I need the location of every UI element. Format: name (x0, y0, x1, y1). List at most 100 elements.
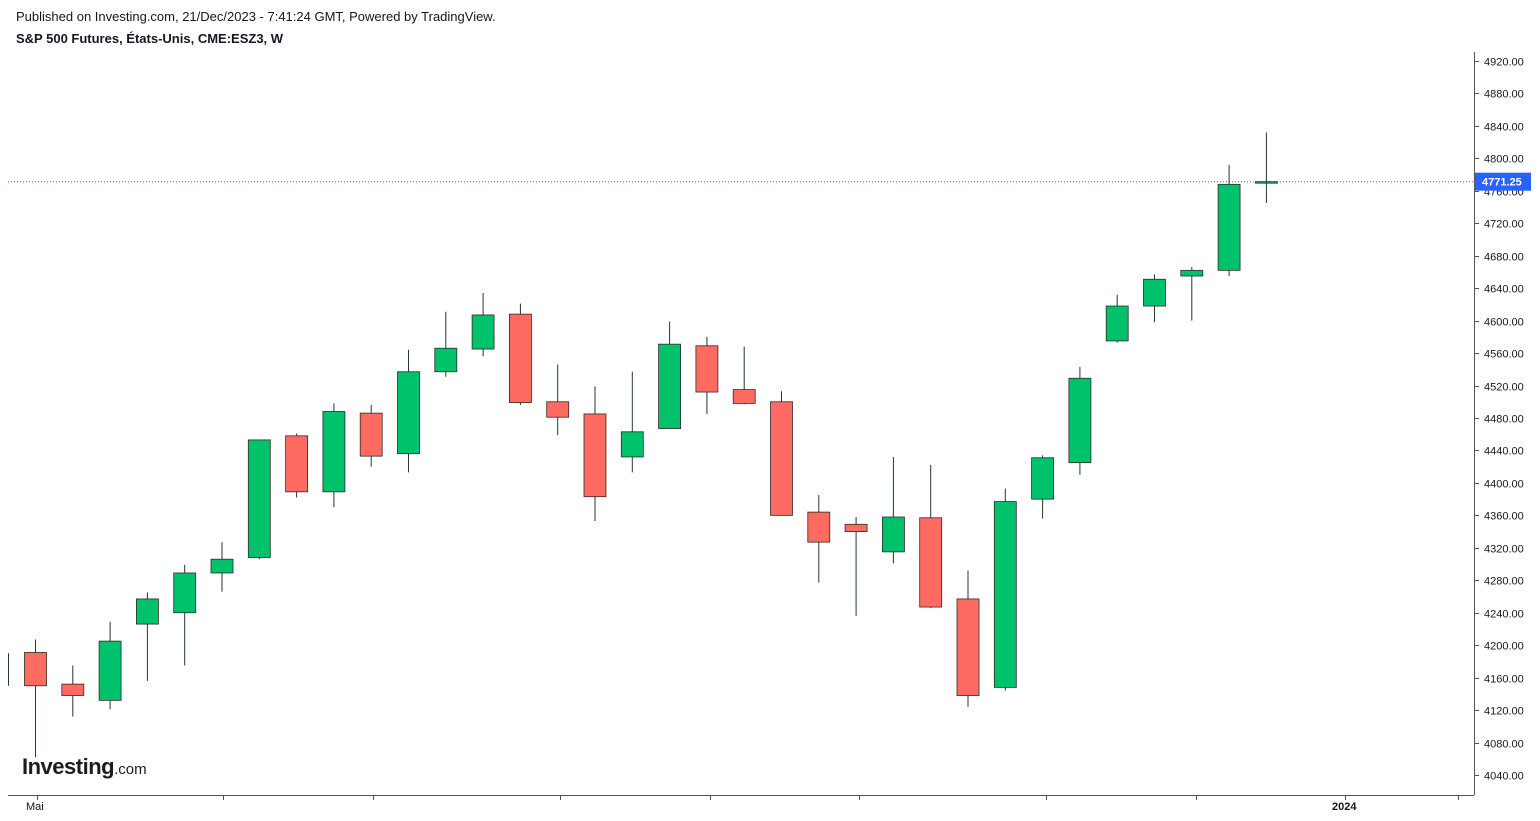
candle-body-up (882, 516, 905, 553)
candle-9[interactable] (322, 403, 346, 508)
candle-30[interactable] (1105, 294, 1129, 343)
candle-11[interactable] (397, 349, 420, 473)
y-tick-label: 4840.00 (1484, 122, 1524, 134)
y-tick-label: 4520.00 (1484, 382, 1524, 394)
y-tick-label: 4320.00 (1484, 544, 1524, 556)
candle-2[interactable] (61, 665, 85, 717)
candle-21[interactable] (770, 391, 793, 516)
candle-34[interactable] (1255, 132, 1278, 203)
candle-body-down (695, 345, 719, 393)
candle-body-down (919, 517, 943, 608)
last-price-label: 4771.25 (1482, 177, 1522, 189)
candle-body-up (322, 411, 346, 493)
candle-14[interactable] (508, 303, 532, 406)
candle-body-up (1105, 305, 1129, 342)
candle-body-up (210, 558, 234, 574)
candle-33[interactable] (1217, 164, 1241, 277)
candle-25[interactable] (919, 465, 943, 608)
candle-body-up (1255, 181, 1278, 184)
candle-5[interactable] (173, 564, 197, 666)
candle-body-down (732, 389, 756, 404)
candle-18[interactable] (658, 321, 681, 429)
candle-17[interactable] (620, 371, 644, 473)
candle-body-up (173, 572, 197, 614)
y-tick-label: 4640.00 (1484, 284, 1524, 296)
y-tick-label: 4400.00 (1484, 479, 1524, 491)
candle-32[interactable] (1180, 267, 1204, 321)
candle-body-up (1031, 457, 1054, 500)
y-tick-label: 4200.00 (1484, 641, 1524, 653)
candle-22[interactable] (807, 495, 831, 583)
y-tick-label: 4560.00 (1484, 349, 1524, 361)
y-tick-label: 4080.00 (1484, 739, 1524, 751)
candle-body-down (956, 598, 980, 696)
candle-4[interactable] (135, 592, 159, 681)
last-price-tag (1475, 172, 1531, 191)
logo-suffix: .com (114, 761, 147, 778)
candle-20[interactable] (732, 346, 756, 405)
y-tick-label: 4880.00 (1484, 89, 1524, 101)
candle-23[interactable] (844, 516, 868, 616)
candle-16[interactable] (583, 386, 607, 522)
y-tick-label: 4800.00 (1484, 154, 1524, 166)
candle-body-up (247, 439, 271, 558)
candle-10[interactable] (359, 405, 383, 467)
logo-wordmark: Investing (22, 754, 115, 779)
y-tick-label: 4680.00 (1484, 252, 1524, 264)
candle-7[interactable] (247, 439, 271, 560)
candle-body-up (658, 343, 681, 429)
x-label-mai: Mai (26, 801, 44, 813)
candle-body-up (1217, 183, 1241, 271)
y-tick-label: 4720.00 (1484, 219, 1524, 231)
candle-8[interactable] (285, 433, 309, 498)
candle-body-up (1180, 269, 1204, 277)
candle-body-down (807, 511, 831, 543)
candle-31[interactable] (1143, 274, 1166, 323)
y-tick-label: 4160.00 (1484, 674, 1524, 686)
y-tick-label: 4240.00 (1484, 609, 1524, 621)
candle-3[interactable] (98, 621, 122, 710)
candle-body-up (993, 501, 1017, 688)
candle-body-down (359, 412, 383, 457)
candle-body-down (508, 313, 532, 403)
candle-body-up (471, 314, 495, 350)
candle-body-down (770, 401, 793, 516)
candle-24[interactable] (882, 456, 905, 564)
x-label-2024: 2024 (1332, 801, 1357, 813)
y-tick-label: 4360.00 (1484, 511, 1524, 523)
candle-body-up (620, 431, 644, 458)
candle-1[interactable] (24, 639, 47, 758)
candle-27[interactable] (993, 488, 1017, 691)
candle-body-up (135, 598, 159, 625)
candle-body-up (1068, 377, 1092, 464)
candle-body-up (1143, 278, 1166, 307)
candle-body-up (98, 640, 122, 701)
investing-logo: Investing.com (22, 754, 147, 780)
candle-26[interactable] (956, 570, 980, 707)
y-tick-label: 4480.00 (1484, 414, 1524, 426)
y-tick-label: 4600.00 (1484, 317, 1524, 329)
candle-29[interactable] (1068, 366, 1092, 475)
candle-13[interactable] (471, 293, 495, 357)
candle-body-down (844, 523, 868, 532)
candle-28[interactable] (1031, 455, 1054, 519)
candle-body-down (24, 652, 47, 687)
y-tick-label: 4280.00 (1484, 576, 1524, 588)
candle-19[interactable] (695, 336, 719, 414)
candle-body-down (546, 401, 570, 418)
published-info: Published on Investing.com, 21/Dec/2023 … (16, 9, 496, 24)
y-tick-label: 4440.00 (1484, 446, 1524, 458)
candle-body-down (61, 683, 85, 696)
y-tick-label: 4120.00 (1484, 706, 1524, 718)
candle-body-down (285, 435, 309, 493)
y-tick-label: 4040.00 (1484, 771, 1524, 783)
candle-body-up (434, 347, 458, 373)
candle-body-down (583, 413, 607, 498)
candle-6[interactable] (210, 542, 234, 592)
candle-12[interactable] (434, 311, 458, 377)
y-tick-label: 4920.00 (1484, 57, 1524, 69)
candle-15[interactable] (546, 364, 570, 436)
symbol-title: S&P 500 Futures, États-Unis, CME:ESZ3, W (16, 31, 284, 46)
chart-header: Published on Investing.com, 21/Dec/2023 … (16, 8, 496, 48)
